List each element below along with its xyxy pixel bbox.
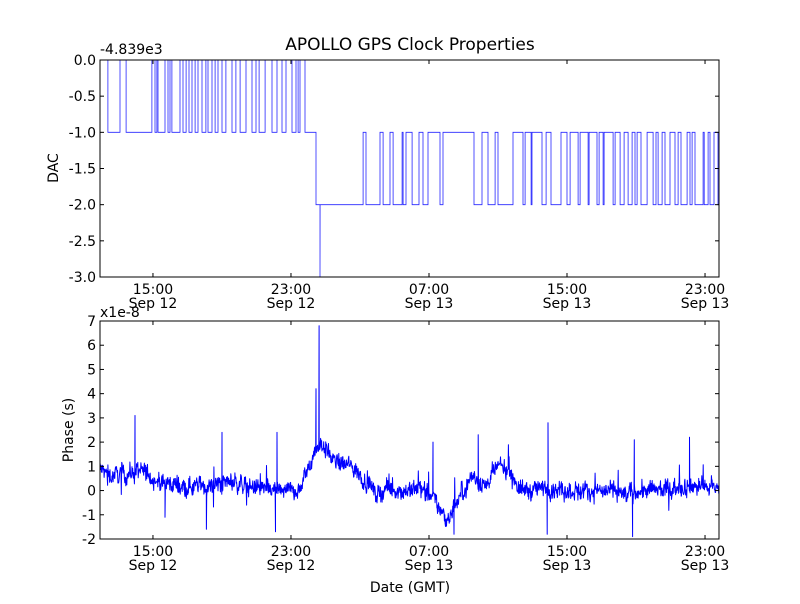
phase-ytick-label: 4	[87, 387, 96, 403]
phase-axes: x1e-8 Phase (s) Date (GMT) -2 -1 0 1 2 3 4 5 6 7 1…	[61, 305, 729, 596]
dac-xtick-time: 15:00	[547, 282, 587, 298]
phase-xlabel: Date (GMT)	[370, 580, 450, 596]
phase-offset-label: x1e-8	[100, 305, 140, 321]
dac-ytick-label: -1.5	[69, 162, 96, 178]
phase-ylabel: Phase (s)	[61, 398, 77, 462]
phase-ytick-label: -2	[82, 532, 96, 548]
dac-xtick-time: 23:00	[685, 282, 725, 298]
dac-series-line	[99, 59, 719, 278]
phase-ytick-label: 0	[87, 484, 96, 500]
dac-xtick-time: 07:00	[409, 282, 449, 298]
phase-xtick-time: 23:00	[685, 544, 725, 560]
phase-xtick-time: 15:00	[133, 544, 173, 560]
phase-ytick-label: 2	[87, 435, 96, 451]
dac-ytick-label: 0.0	[74, 53, 96, 69]
phase-xtick-time: 07:00	[409, 544, 449, 560]
dac-xtick-date: Sep 12	[267, 296, 316, 312]
phase-xtick-date: Sep 12	[129, 558, 178, 574]
phase-xtick-time: 23:00	[271, 544, 311, 560]
dac-axes: -4.839e3 DAC 0.0 -0.5 -1.0 -1.5 -2.0 -2.5 -3.0…	[46, 42, 729, 312]
phase-ytick-label: 3	[87, 411, 96, 427]
dac-ylabel: DAC	[46, 153, 62, 183]
phase-series-line	[99, 325, 720, 538]
phase-ytick-label: -1	[82, 508, 96, 524]
phase-ytick-label: 1	[87, 459, 96, 475]
dac-xtick-date: Sep 12	[129, 296, 178, 312]
dac-frame	[99, 59, 720, 278]
dac-ytick-label: -3.0	[69, 270, 96, 286]
dac-ytick-label: -2.0	[69, 198, 96, 214]
dac-ytick-label: -2.5	[69, 234, 96, 250]
dac-xtick-date: Sep 13	[681, 296, 730, 312]
dac-offset-label: -4.839e3	[100, 42, 163, 58]
phase-ytick-label: 7	[87, 314, 96, 330]
dac-xtick-time: 15:00	[133, 282, 173, 298]
dac-xtick-date: Sep 13	[543, 296, 592, 312]
dac-ytick-label: -1.0	[69, 125, 96, 141]
phase-ytick-label: 6	[87, 338, 96, 354]
chart-title: APOLLO GPS Clock Properties	[285, 35, 535, 55]
phase-xtick-date: Sep 13	[681, 558, 730, 574]
phase-xtick-date: Sep 12	[267, 558, 316, 574]
dac-xtick-time: 23:00	[271, 282, 311, 298]
phase-xtick-date: Sep 13	[405, 558, 454, 574]
dac-ytick-label: -0.5	[69, 89, 96, 105]
phase-xtick-date: Sep 13	[543, 558, 592, 574]
phase-frame	[99, 320, 720, 540]
dac-xtick-date: Sep 13	[405, 296, 454, 312]
phase-ytick-label: 5	[87, 362, 96, 378]
phase-xtick-time: 15:00	[547, 544, 587, 560]
